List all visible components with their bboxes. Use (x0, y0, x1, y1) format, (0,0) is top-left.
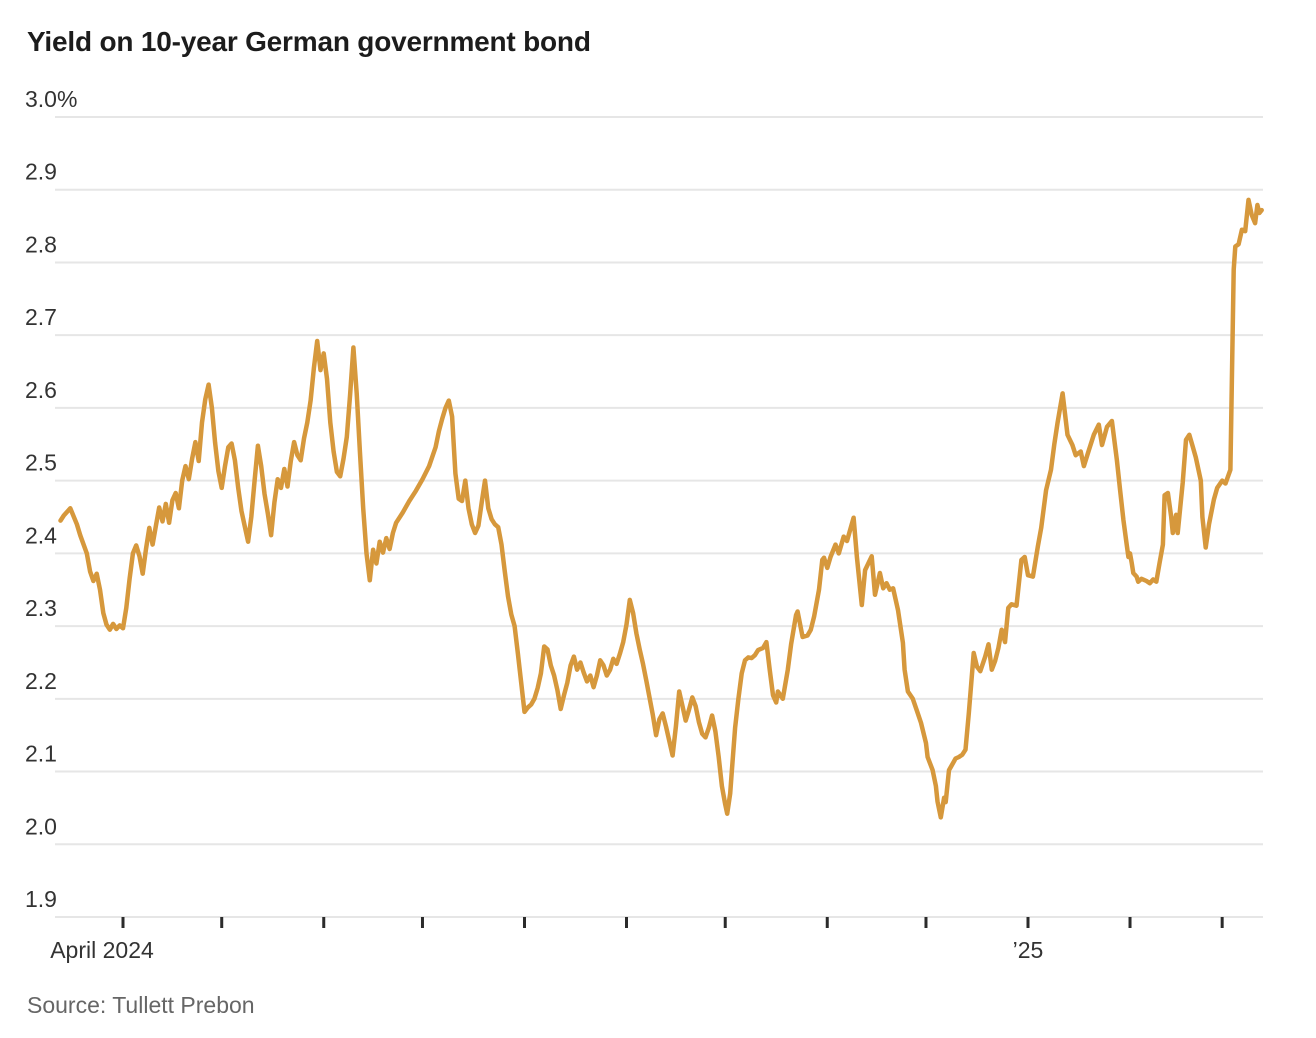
y-axis-label: 2.8 (25, 231, 57, 257)
yield-line-series (58, 197, 1264, 820)
gridlines (55, 116, 1263, 918)
x-axis-ticks (121, 917, 1224, 928)
y-axis-label: 2.9 (25, 159, 57, 185)
y-axis-label: 2.7 (25, 304, 57, 330)
x-axis-label: April 2024 (50, 937, 154, 963)
y-axis-label: 2.0 (25, 813, 57, 839)
x-axis-label: ’25 (1013, 937, 1044, 963)
x-axis-labels: April 2024 ’25 (50, 937, 1043, 963)
y-axis-label: 2.6 (25, 377, 57, 403)
yield-line (58, 197, 1264, 820)
y-axis-label: 3.0% (25, 86, 77, 112)
y-axis-label: 2.1 (25, 741, 57, 767)
y-axis-label: 2.2 (25, 668, 57, 694)
y-axis-label: 2.4 (25, 522, 57, 548)
y-axis-label: 2.3 (25, 595, 57, 621)
source-label: Source: Tullett Prebon (27, 992, 255, 1018)
y-axis-labels: 3.0% 2.9 2.8 2.7 2.6 2.5 2.4 2.3 2.2 2.1 2.0 1.9 (25, 86, 77, 912)
chart-title: Yield on 10-year German government bond (27, 26, 591, 57)
y-axis-label: 2.5 (25, 450, 57, 476)
y-axis-label: 1.9 (25, 886, 57, 912)
